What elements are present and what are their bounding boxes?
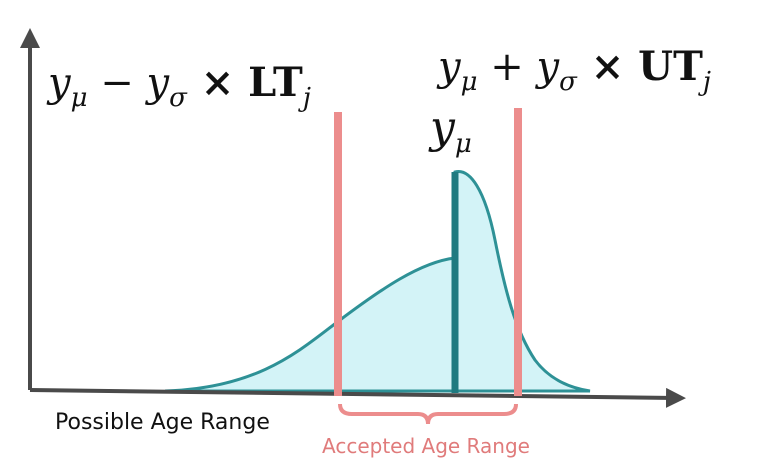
accepted-brace bbox=[338, 403, 518, 425]
mean-label: yμ bbox=[428, 102, 472, 159]
upper-threshold-label: yμ + yσ × UTj bbox=[436, 43, 711, 97]
x-axis bbox=[29, 387, 686, 408]
distribution-curve bbox=[164, 170, 591, 393]
possible-range-label: Possible Age Range bbox=[55, 410, 270, 435]
lower-threshold-label: yμ − yσ × LTj bbox=[46, 59, 311, 113]
accepted-range-label: Accepted Age Range bbox=[322, 434, 530, 458]
